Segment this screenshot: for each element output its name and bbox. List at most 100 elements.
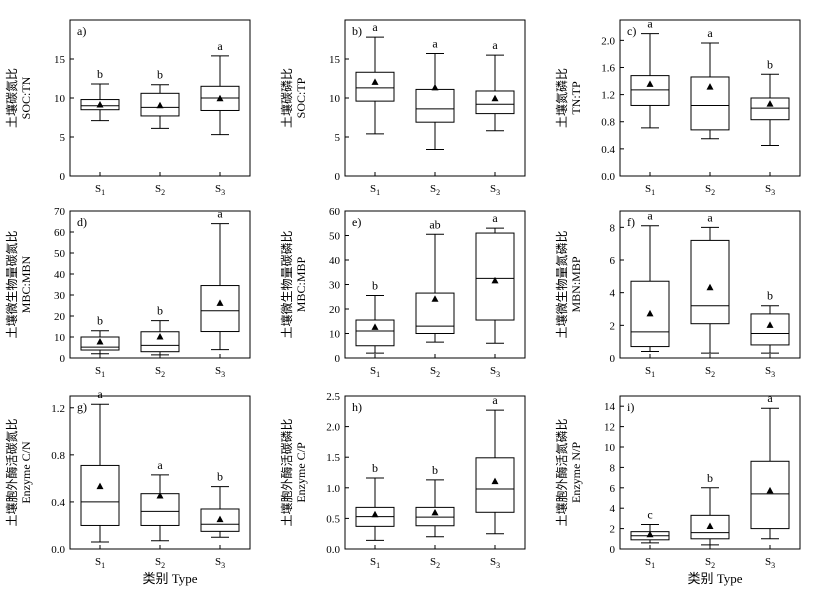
iqr-box: [140, 493, 180, 526]
y-axis-label-cn: 土壤碳磷比: [279, 68, 294, 128]
y-tick-label: 60: [54, 227, 66, 239]
y-tick-label: 6: [610, 255, 616, 267]
category-label: S1: [645, 365, 655, 379]
y-tick-label: 40: [329, 255, 341, 267]
category-label: S3: [215, 365, 225, 379]
box-S3: b S3: [200, 470, 240, 570]
y-tick-label: 50: [329, 231, 341, 243]
panel-b: 0 5 10 15 b) 土壤碳磷比 SOC:TP a S1 a S2 a S3: [279, 19, 526, 197]
y-axis-label-cn: 土壤胞外酶活碳磷比: [279, 418, 294, 526]
box-S2: b S2: [415, 463, 455, 570]
mean-marker: [371, 78, 379, 85]
panel-label: e): [352, 215, 361, 229]
box-S2: b S2: [140, 68, 180, 197]
mean-marker: [766, 321, 774, 328]
mean-marker: [96, 482, 104, 490]
y-tick-label: 10: [54, 93, 66, 105]
iqr-box: [750, 97, 790, 121]
panel-c: 0.0 0.4 0.8 1.2 1.6 2.0 c) 土壤氮磷比 TN:TP a S1 a S2 b S3: [554, 17, 801, 197]
significance-letter: a: [432, 37, 438, 51]
panel-f: 0 2 4 6 8 f) 土壤微生物量氮磷比 MBN:MBP a S1 a S2 b S3: [554, 209, 801, 379]
y-tick-label: 10: [604, 442, 616, 454]
y-axis-label-cn: 土壤碳氮比: [4, 68, 19, 128]
panel-label: a): [77, 24, 86, 38]
x-axis-title-i: 类别 Type: [687, 571, 742, 586]
y-axis-label-cn: 土壤氮磷比: [554, 68, 569, 128]
category-label: S1: [95, 365, 105, 379]
significance-letter: b: [157, 304, 163, 318]
box-S3: a S3: [475, 211, 515, 379]
mean-marker: [216, 94, 224, 102]
y-tick-label: 1.0: [326, 483, 340, 495]
category-label: S1: [370, 365, 380, 379]
iqr-box: [415, 88, 455, 123]
iqr-box: [475, 232, 515, 321]
panel-label: h): [352, 400, 362, 414]
y-axis-label-en: SOC:TP: [294, 77, 308, 118]
category-label: S1: [370, 556, 380, 570]
box-S1: b S1: [80, 314, 120, 379]
iqr-box: [140, 331, 180, 353]
category-label: S2: [430, 556, 440, 570]
y-tick-label: 1.2: [601, 90, 615, 102]
y-axis-label-en: TN:TP: [569, 81, 583, 115]
box-S3: a S3: [750, 391, 790, 570]
y-axis-label-en: Enzyme N/P: [569, 442, 583, 503]
y-tick-label: 0: [610, 544, 616, 556]
box-S3: b S3: [750, 57, 790, 197]
y-tick-label: 0.4: [601, 144, 615, 156]
y-axis-label-en: Enzyme C/N: [19, 441, 33, 504]
iqr-box: [750, 313, 790, 346]
mean-marker: [216, 299, 224, 306]
y-tick-label: 15: [329, 54, 341, 66]
category-label: S1: [645, 183, 655, 197]
panel-label: b): [352, 24, 362, 38]
box-S2: ab S2: [415, 217, 455, 379]
box-S1: a S1: [355, 20, 395, 197]
category-label: S1: [645, 556, 655, 570]
box-S2: a S2: [690, 210, 730, 379]
y-axis-label-cn: 土壤微生物量碳氮比: [4, 230, 19, 338]
category-label: S2: [155, 183, 165, 197]
mean-marker: [646, 309, 654, 317]
category-label: S2: [155, 365, 165, 379]
panel-label: g): [77, 400, 87, 414]
iqr-box: [355, 71, 395, 102]
category-label: S3: [215, 183, 225, 197]
significance-letter: b: [767, 289, 773, 303]
y-tick-label: 0: [60, 353, 66, 365]
significance-letter: a: [492, 211, 498, 225]
box-S1: c S1: [630, 508, 670, 570]
y-tick-label: 5: [335, 132, 341, 144]
significance-letter: b: [97, 67, 103, 81]
y-axis-label-en: MBC:MBP: [294, 256, 308, 312]
box-S2: a S2: [140, 458, 180, 570]
category-label: S3: [765, 365, 775, 379]
mean-marker: [491, 477, 499, 485]
mean-marker: [706, 83, 714, 90]
significance-letter: b: [372, 461, 378, 475]
significance-letter: ab: [429, 217, 440, 231]
y-tick-label: 4: [610, 288, 616, 300]
y-tick-label: 2.0: [601, 35, 615, 47]
y-tick-label: 15: [54, 54, 66, 66]
y-tick-label: 1.2: [51, 403, 65, 415]
significance-letter: a: [707, 26, 713, 40]
y-tick-label: 0.8: [601, 117, 615, 129]
panel-e: 0 10 20 30 40 50 60 e) 土壤微生物量碳磷比 MBC:MBP b S1 ab S2 a S…: [279, 206, 526, 379]
iqr-box: [80, 464, 120, 526]
y-tick-label: 2.5: [326, 391, 340, 403]
box-S1: a S1: [80, 387, 120, 570]
significance-letter: b: [157, 68, 163, 82]
mean-marker: [431, 295, 439, 302]
mean-marker: [371, 510, 379, 518]
significance-letter: b: [97, 314, 103, 328]
iqr-box: [355, 319, 395, 347]
box-S3: b S3: [750, 289, 790, 379]
category-label: S3: [490, 556, 500, 570]
mean-marker: [431, 508, 439, 516]
panel-g: 0.0 0.4 0.8 1.2 g) 土壤胞外酶活碳氮比 Enzyme C/N a S1 a S2 b…: [4, 387, 251, 570]
iqr-box: [750, 460, 790, 530]
significance-letter: a: [492, 38, 498, 52]
